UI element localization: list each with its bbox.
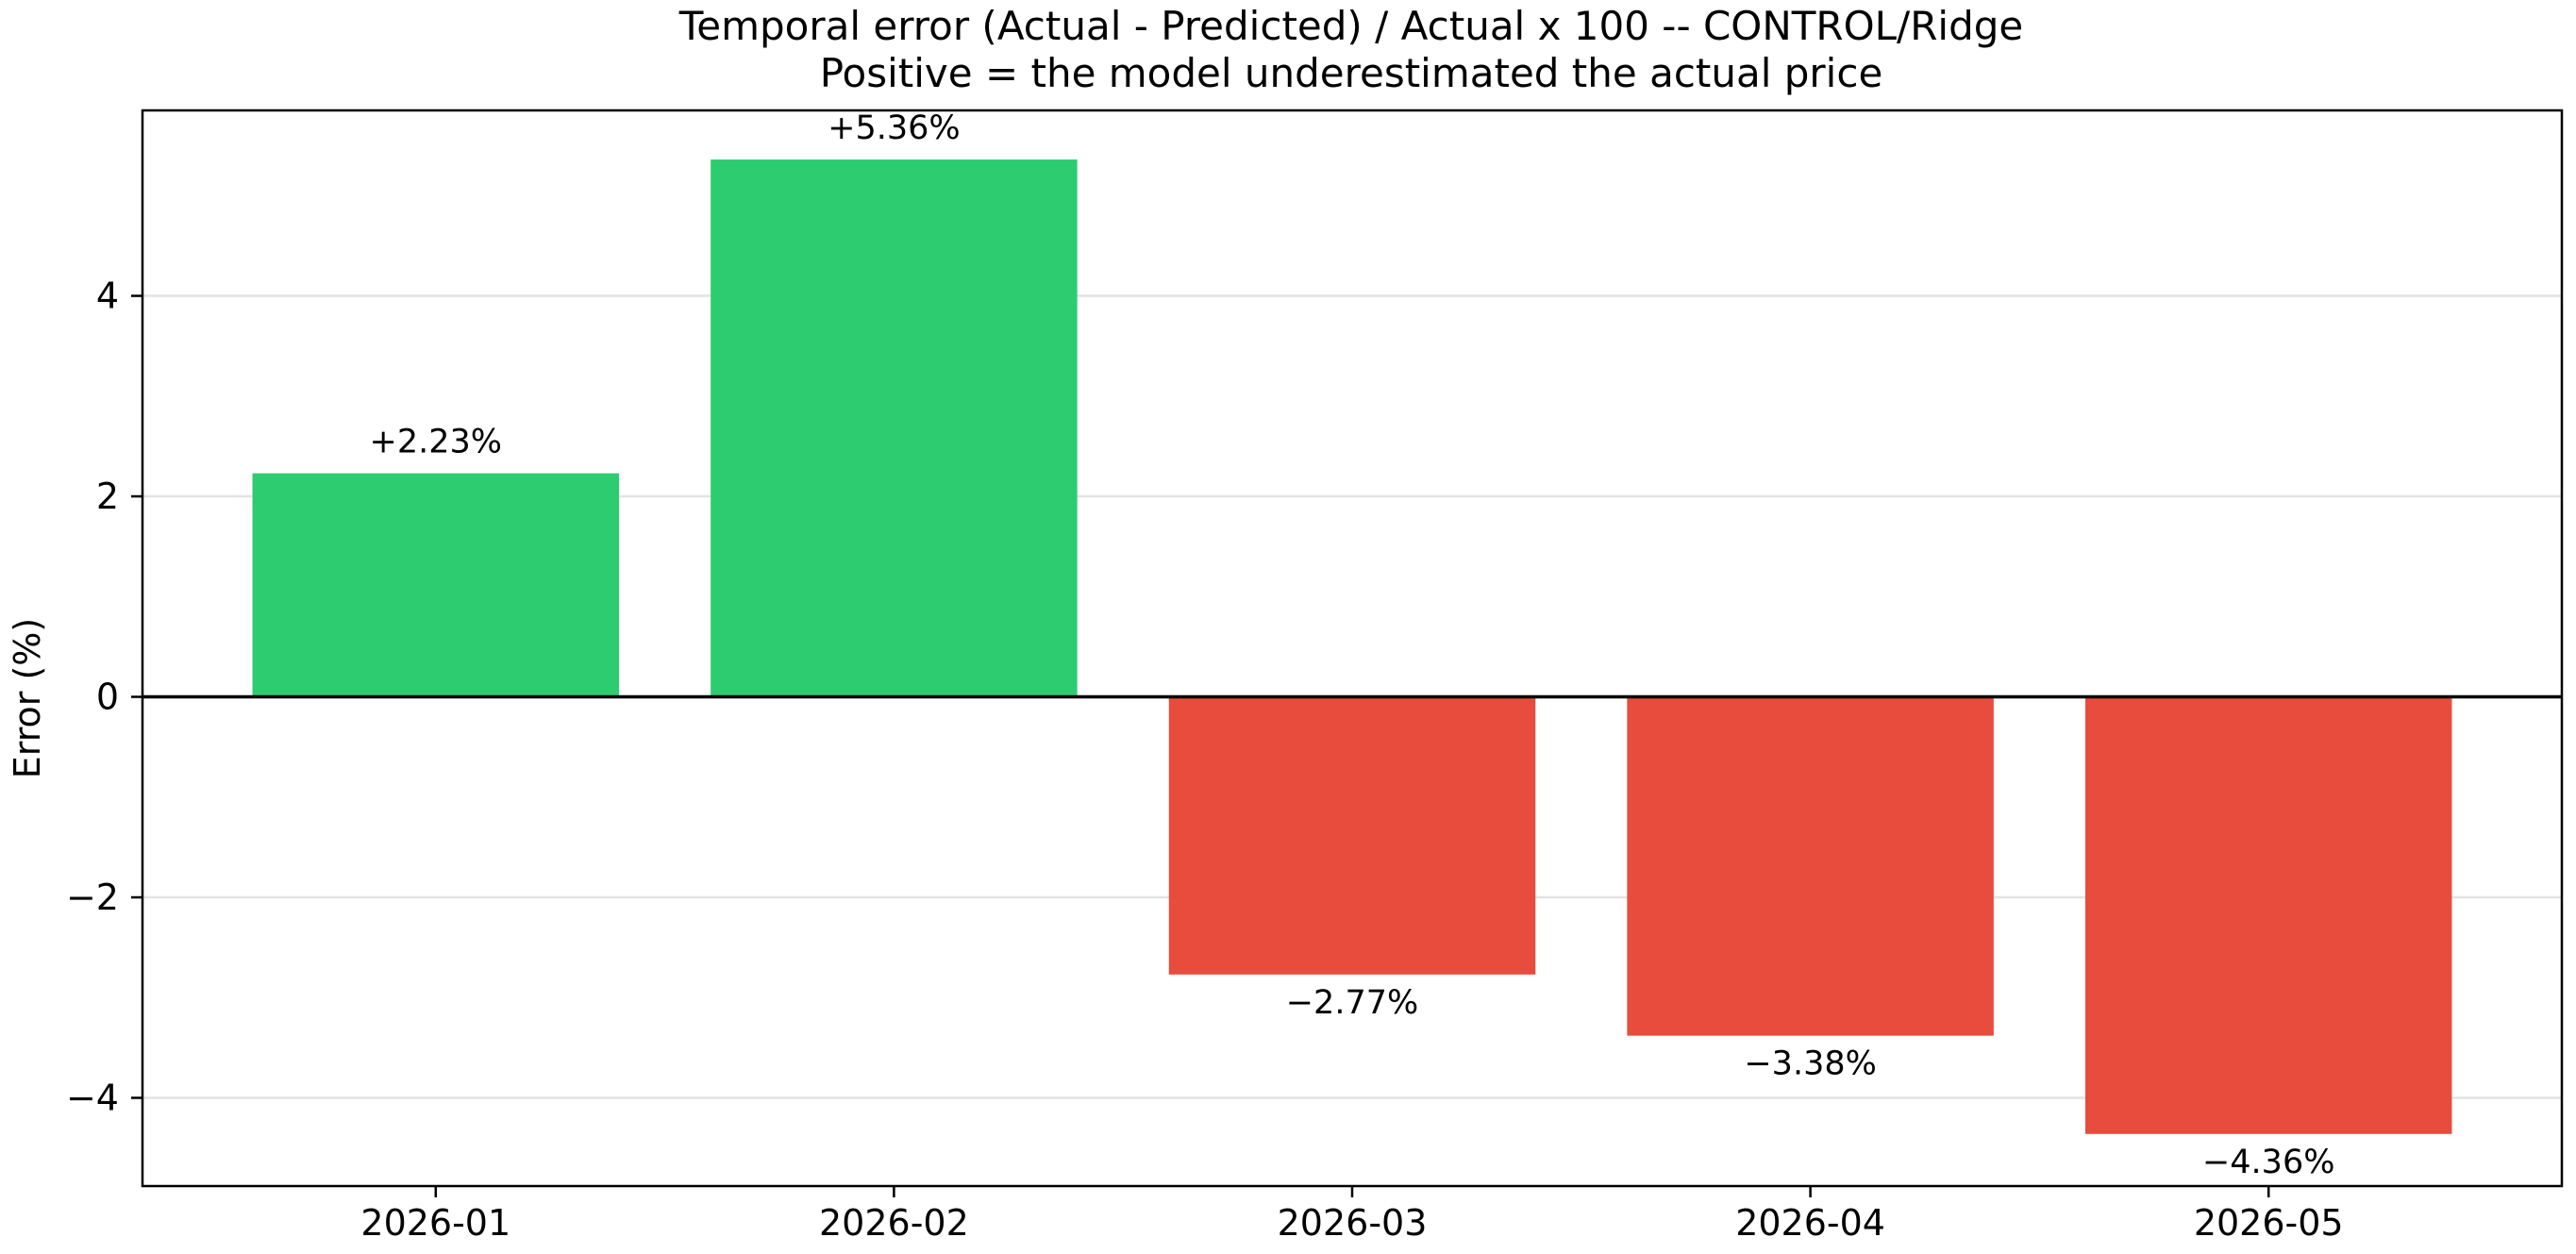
y-tick-label-3: 2	[96, 476, 119, 517]
bar-2026-01	[252, 473, 620, 697]
x-tick-label-2026-01: 2026-01	[360, 1202, 510, 1244]
x-tick-label-2026-02: 2026-02	[819, 1202, 969, 1244]
bar-value-label-2026-04: −3.38%	[1744, 1045, 1877, 1083]
axes: −4 −2 0 2 4 2026-01 2026-02 2026-03 2026-04 2026-…	[66, 109, 2564, 1244]
bar-2026-03	[1168, 696, 1536, 975]
y-tick-label-4: 4	[96, 276, 119, 317]
bars	[252, 159, 2452, 1134]
bar-2026-04	[1627, 696, 1994, 1036]
bar-value-labels: +2.23% +5.36% −2.77% −3.38% −4.36%	[370, 109, 2335, 1181]
x-tick-label-2026-04: 2026-04	[1735, 1202, 1885, 1244]
y-tick-label-0: −4	[66, 1078, 119, 1119]
y-tick-label-2: 0	[96, 677, 119, 718]
chart-title-line-1: Temporal error (Actual - Predicted) / Ac…	[678, 3, 2023, 49]
bar-value-label-2026-05: −4.36%	[2202, 1144, 2335, 1181]
bar-2026-02	[711, 159, 1078, 697]
bar-value-label-2026-01: +2.23%	[370, 424, 503, 461]
y-axis-label: Error (%)	[7, 618, 48, 778]
bar-2026-05	[2084, 696, 2452, 1134]
x-tick-label-2026-03: 2026-03	[1278, 1202, 1428, 1244]
x-tick-label-2026-05: 2026-05	[2194, 1202, 2344, 1244]
chart-title-line-2: Positive = the model underestimated the …	[820, 50, 1883, 96]
bar-value-label-2026-03: −2.77%	[1286, 984, 1419, 1022]
y-tick-label-1: −2	[66, 877, 119, 918]
bar-value-label-2026-02: +5.36%	[828, 109, 961, 147]
